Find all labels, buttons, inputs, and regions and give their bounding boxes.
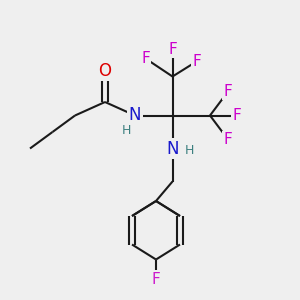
Text: O: O — [98, 61, 112, 80]
Text: H: H — [122, 124, 131, 137]
Text: F: F — [168, 42, 177, 57]
Text: N: N — [166, 140, 179, 158]
Text: F: F — [232, 108, 242, 123]
Text: F: F — [152, 272, 160, 286]
Text: H: H — [184, 143, 194, 157]
Text: F: F — [141, 51, 150, 66]
Text: F: F — [192, 54, 201, 69]
Text: F: F — [224, 84, 232, 99]
Text: N: N — [129, 106, 141, 124]
Text: F: F — [224, 132, 232, 147]
